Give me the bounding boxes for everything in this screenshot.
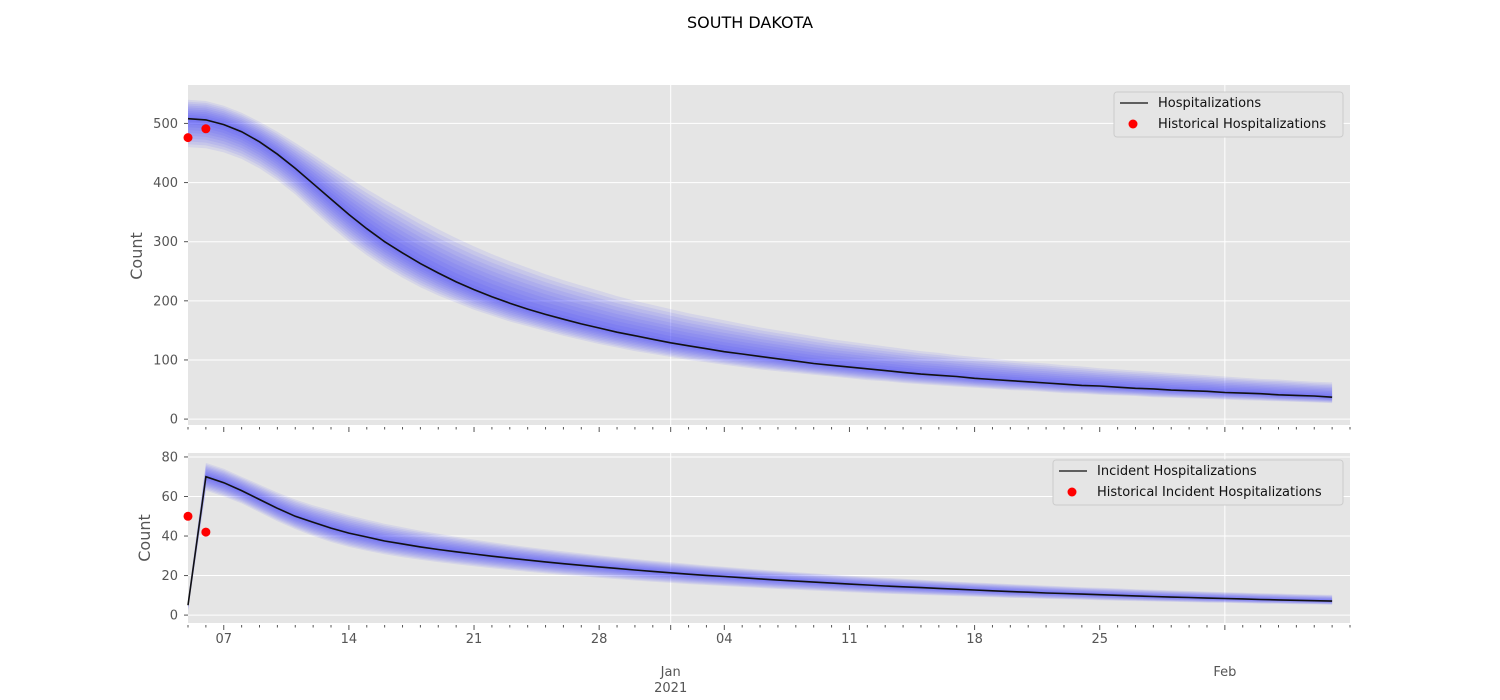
top-band-layer: [188, 116, 1333, 398]
top-y-tick-label: 300: [153, 235, 178, 250]
top-band-layer: [188, 101, 1333, 403]
bottom-x-tick-label: 11: [841, 632, 858, 647]
top-y-tick-label: 200: [153, 294, 178, 309]
top-y-tick-label: 500: [153, 117, 178, 132]
bottom-x-tick-label: Feb: [1213, 665, 1236, 680]
bottom-x-tick-label: 14: [341, 632, 358, 647]
top-x-tick-marks: [187, 427, 1351, 432]
top-band-layer: [188, 109, 1333, 401]
top-confidence-band: [188, 99, 1333, 404]
top-band-layer: [188, 111, 1333, 400]
bottom-series: [183, 475, 1333, 606]
top-y-tick-label: 100: [153, 353, 178, 368]
top-band-layer: [188, 99, 1333, 404]
bottom-band-layer: [188, 462, 1333, 612]
top-band-layer: [188, 113, 1333, 399]
bottom-y-tick-label: 0: [170, 609, 178, 624]
top-y-tick-label: 400: [153, 176, 178, 191]
top-legend-box: [1113, 91, 1344, 138]
top-band-layer: [188, 107, 1333, 401]
bottom-legend-incident: Incident Hospitalizations: [1097, 464, 1257, 479]
top-legend: Hospitalizations Historical Hospitalizat…: [1113, 91, 1344, 138]
top-legend-historical: Historical Hospitalizations: [1158, 117, 1326, 132]
bottom-band-layer: [188, 475, 1333, 606]
bottom-legend-point-icon: [1067, 487, 1077, 497]
bottom-y-tick-label: 40: [161, 530, 178, 545]
top-band-layer: [188, 105, 1333, 402]
bottom-x-tick-label: 18: [966, 632, 983, 647]
chart-title: SOUTH DAKOTA: [687, 13, 813, 32]
bottom-x-tick-label: Jan: [660, 665, 681, 680]
bottom-band-layer: [188, 464, 1333, 611]
bottom-confidence-band: [188, 462, 1333, 612]
bottom-band-layer: [188, 471, 1333, 608]
bottom-x-tick-label: 28: [591, 632, 608, 647]
top-legend-hospitalizations: Hospitalizations: [1158, 96, 1261, 111]
top-series: [183, 117, 1333, 398]
bottom-band-layer: [188, 465, 1333, 610]
top-y-tick-labels: 0 100 200 300 400 500: [153, 117, 188, 428]
bottom-legend-box: [1052, 459, 1344, 506]
bottom-band-layer: [188, 468, 1333, 609]
top-legend-point-icon: [1128, 119, 1138, 129]
bottom-band-layer: [188, 474, 1333, 607]
top-band-layer: [188, 114, 1333, 399]
bottom-median-line: [187, 475, 1333, 606]
bottom-historical-point: [183, 511, 193, 521]
bottom-x-tick-label: 04: [716, 632, 733, 647]
bottom-band-layer: [188, 472, 1333, 607]
top-historical-point: [201, 124, 211, 134]
top-band-layer: [188, 103, 1333, 402]
bottom-historical-point: [201, 527, 211, 537]
top-panel-background: [188, 85, 1350, 425]
top-y-axis-label: Count: [127, 232, 146, 280]
top-y-tick-label: 0: [170, 413, 178, 428]
bottom-y-tick-label: 60: [161, 490, 178, 505]
bottom-x-tick-sublabel: 2021: [654, 681, 687, 696]
bottom-y-tick-label: 80: [161, 450, 178, 465]
top-median-line: [187, 117, 1333, 398]
top-panel: 0 100 200 300 400 500 Count Hospitalizations …: [127, 85, 1351, 432]
bottom-y-tick-label: 20: [161, 569, 178, 584]
bottom-legend: Incident Hospitalizations Historical Inc…: [1052, 459, 1344, 506]
bottom-x-tick-label: 07: [215, 632, 232, 647]
bottom-x-tick-label: 25: [1091, 632, 1108, 647]
bottom-x-tick-label: 21: [466, 632, 483, 647]
bottom-band-layer: [188, 469, 1333, 609]
bottom-band-layer: [188, 467, 1333, 610]
top-historical-point: [183, 133, 193, 143]
bottom-y-axis-label: Count: [135, 514, 154, 562]
bottom-legend-historical: Historical Incident Hospitalizations: [1097, 485, 1322, 500]
bottom-y-tick-labels: 0 20 40 60 80: [161, 450, 188, 624]
